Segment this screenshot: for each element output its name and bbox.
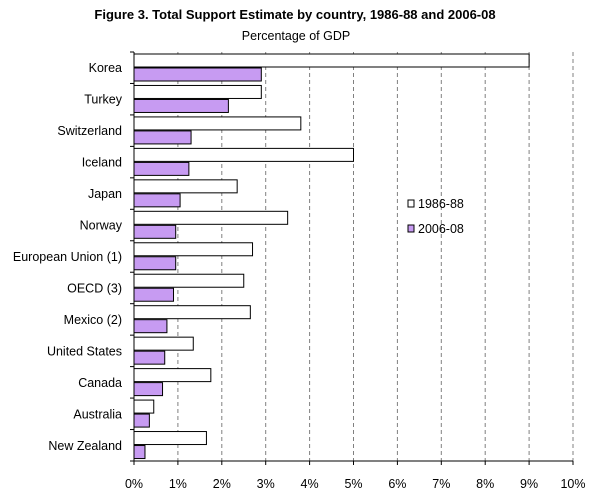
bar-new-zealand-1986-88	[133, 431, 207, 446]
bar-oecd-3-1986-88	[133, 273, 245, 288]
bar-japan-1986-88	[133, 179, 238, 194]
bar-iceland-1986-88	[133, 147, 354, 162]
bar-new-zealand-2006-08	[133, 445, 146, 460]
category-label: Mexico (2)	[64, 313, 122, 327]
category-label: New Zealand	[48, 439, 122, 453]
bar-korea-1986-88	[133, 53, 530, 68]
bar-oecd-3-2006-08	[133, 287, 175, 302]
category-label: OECD (3)	[67, 281, 122, 295]
bar-switzerland-2006-08	[133, 130, 192, 145]
bar-european-union-1-1986-88	[133, 242, 254, 257]
x-tick-label: 8%	[476, 477, 494, 491]
bar-turkey-1986-88	[133, 84, 262, 99]
bar-united-states-1986-88	[133, 336, 194, 351]
category-label: Switzerland	[57, 124, 122, 138]
gridlines	[177, 52, 574, 461]
x-tick-labels: 0% 1% 2% 3% 4% 5% 6% 7% 8% 9% 10%	[125, 477, 586, 491]
category-label: Norway	[80, 219, 123, 233]
x-tick-label: 7%	[432, 477, 450, 491]
category-label: Canada	[78, 376, 122, 390]
bar-norway-1986-88	[133, 210, 289, 225]
bar-norway-2006-08	[133, 224, 177, 239]
bar-switzerland-1986-88	[133, 116, 302, 131]
legend-label: 1986-88	[418, 197, 464, 211]
x-tick-label: 0%	[125, 477, 143, 491]
legend-label: 2006-08	[418, 222, 464, 236]
category-label: United States	[47, 344, 122, 358]
bar-european-union-1-2006-08	[133, 256, 177, 271]
legend-swatch-2006-08	[407, 224, 415, 233]
category-label: Iceland	[82, 156, 122, 170]
x-tick-label: 9%	[520, 477, 538, 491]
x-tick-label: 3%	[257, 477, 275, 491]
x-tick-label: 6%	[388, 477, 406, 491]
x-tick-label: 4%	[301, 477, 319, 491]
bar-australia-1986-88	[133, 399, 155, 414]
category-label: Korea	[89, 61, 122, 75]
legend-swatch-1986-88	[407, 199, 415, 208]
category-label: Japan	[88, 187, 122, 201]
bar-canada-2006-08	[133, 382, 164, 397]
x-tick-label: 1%	[169, 477, 187, 491]
x-tick-label: 10%	[560, 477, 585, 491]
bars	[133, 53, 530, 460]
category-label: European Union (1)	[13, 250, 122, 264]
category-labels: Korea Turkey Switzerland Iceland Japan Norway…	[13, 61, 123, 453]
bar-korea-2006-08	[133, 67, 262, 82]
bar-canada-1986-88	[133, 368, 212, 383]
bar-united-states-2006-08	[133, 350, 166, 365]
chart-subtitle: Percentage of GDP	[242, 29, 350, 43]
bar-japan-2006-08	[133, 193, 181, 208]
bar-mexico-2-2006-08	[133, 319, 168, 334]
x-tick-label: 5%	[344, 477, 362, 491]
category-label: Turkey	[84, 93, 122, 107]
x-tick-label: 2%	[213, 477, 231, 491]
axes	[130, 51, 574, 465]
bar-turkey-2006-08	[133, 98, 229, 113]
legend: 1986-88 2006-08	[407, 197, 464, 236]
bar-mexico-2-1986-88	[133, 305, 251, 320]
chart-title: Figure 3. Total Support Estimate by coun…	[94, 7, 495, 22]
category-label: Australia	[73, 407, 122, 421]
bar-australia-2006-08	[133, 413, 150, 428]
bar-iceland-2006-08	[133, 161, 190, 176]
